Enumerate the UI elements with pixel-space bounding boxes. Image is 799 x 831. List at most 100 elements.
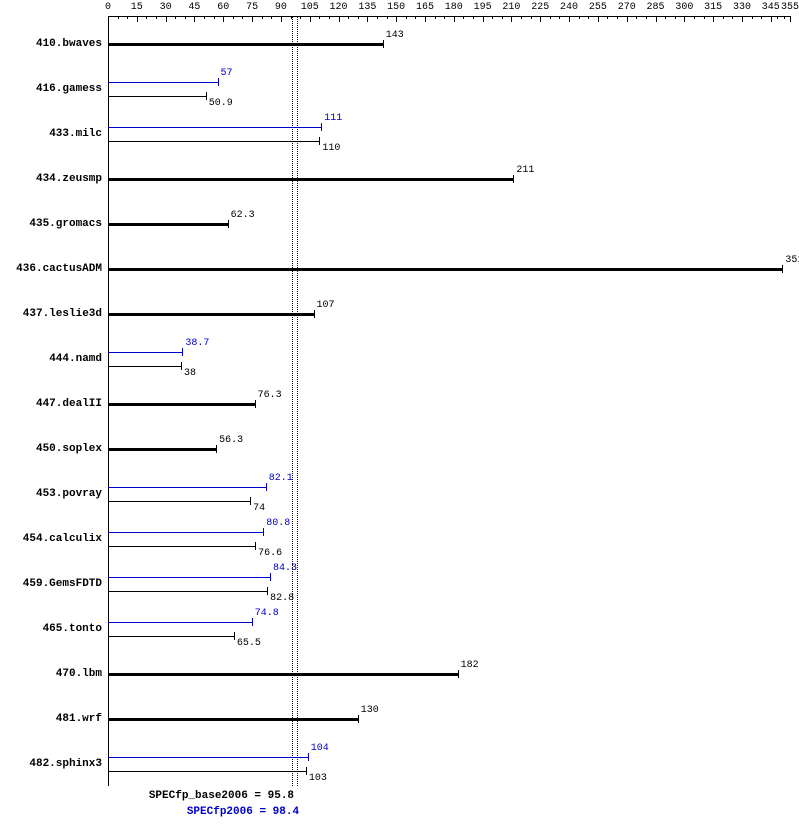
value-label-base: 130 xyxy=(361,705,379,716)
benchmark-label: 433.milc xyxy=(49,128,102,140)
benchmark-label: 481.wrf xyxy=(56,713,102,725)
benchmark-label: 465.tonto xyxy=(43,623,102,635)
x-tick-minor xyxy=(732,16,733,19)
bar-cap xyxy=(234,632,235,640)
x-tick-major xyxy=(713,16,714,22)
x-tick-label: 180 xyxy=(445,2,463,13)
bar-cap xyxy=(319,137,320,145)
bar-cap xyxy=(255,542,256,550)
bar-peak xyxy=(108,352,182,353)
bar-base xyxy=(108,673,458,676)
bar-peak xyxy=(108,487,266,488)
value-label-base: 56.3 xyxy=(219,435,243,446)
value-label-base: 62.3 xyxy=(231,210,255,221)
x-tick-major xyxy=(569,16,570,22)
x-tick-minor xyxy=(761,16,762,19)
bar-peak xyxy=(108,127,321,128)
x-tick-minor xyxy=(675,16,676,19)
bar-base xyxy=(108,591,267,592)
x-tick-minor xyxy=(444,16,445,19)
bar-cap xyxy=(255,400,256,408)
value-label-peak: 80.8 xyxy=(266,518,290,529)
row-tick xyxy=(108,488,109,500)
x-tick-major xyxy=(656,16,657,22)
value-label-base: 107 xyxy=(317,300,335,311)
bar-base xyxy=(108,636,234,637)
x-tick-minor xyxy=(723,16,724,19)
x-tick-minor xyxy=(704,16,705,19)
bar-base xyxy=(108,771,306,772)
x-tick-minor xyxy=(617,16,618,19)
x-tick-minor xyxy=(636,16,637,19)
bar-base xyxy=(108,141,319,142)
value-label-base: 76.3 xyxy=(258,390,282,401)
x-tick-minor xyxy=(377,16,378,19)
x-tick-major xyxy=(281,16,282,22)
x-tick-major xyxy=(339,16,340,22)
x-tick-minor xyxy=(156,16,157,19)
bar-base xyxy=(108,313,314,316)
x-tick-minor xyxy=(406,16,407,19)
bar-base xyxy=(108,501,250,502)
x-tick-minor xyxy=(463,16,464,19)
x-tick-minor xyxy=(387,16,388,19)
bar-cap xyxy=(182,348,183,356)
bar-peak xyxy=(108,82,218,83)
bar-base xyxy=(108,96,206,97)
ref-line-base xyxy=(292,16,294,786)
x-tick-label: 45 xyxy=(188,2,200,13)
bar-cap xyxy=(513,175,514,183)
x-tick-minor xyxy=(559,16,560,19)
value-label-peak: 82.1 xyxy=(269,473,293,484)
x-tick-minor xyxy=(415,16,416,19)
x-tick-major xyxy=(742,16,743,22)
value-label-base: 74 xyxy=(253,503,265,514)
x-tick-label: 165 xyxy=(416,2,434,13)
row-tick xyxy=(108,83,109,95)
x-tick-major xyxy=(540,16,541,22)
x-tick-minor xyxy=(242,16,243,19)
bar-cap xyxy=(263,528,264,536)
x-tick-minor xyxy=(777,16,778,19)
x-tick-label: 315 xyxy=(704,2,722,13)
x-tick-label: 60 xyxy=(217,2,229,13)
bar-base xyxy=(108,223,228,226)
x-tick-major xyxy=(137,16,138,22)
x-tick-label: 210 xyxy=(502,2,520,13)
x-tick-minor xyxy=(646,16,647,19)
x-tick-label: 330 xyxy=(733,2,751,13)
x-tick-minor xyxy=(146,16,147,19)
bar-cap xyxy=(266,483,267,491)
x-tick-label: 90 xyxy=(275,2,287,13)
x-tick-minor xyxy=(694,16,695,19)
x-tick-major xyxy=(511,16,512,22)
benchmark-label: 454.calculix xyxy=(23,533,102,545)
benchmark-label: 470.lbm xyxy=(56,668,102,680)
value-label-base: 211 xyxy=(516,165,534,176)
value-label-base: 65.5 xyxy=(237,638,261,649)
x-tick-minor xyxy=(127,16,128,19)
benchmark-label: 437.leslie3d xyxy=(23,308,102,320)
x-tick-minor xyxy=(502,16,503,19)
bar-base xyxy=(108,546,255,547)
row-tick xyxy=(108,533,109,545)
x-tick-minor xyxy=(752,16,753,19)
benchmark-label: 459.GemsFDTD xyxy=(23,578,102,590)
benchmark-label: 444.namd xyxy=(49,353,102,365)
bar-cap xyxy=(218,78,219,86)
x-tick-label: 285 xyxy=(647,2,665,13)
bar-base xyxy=(108,366,181,367)
value-label-base: 110 xyxy=(322,143,340,154)
x-tick-major xyxy=(194,16,195,22)
bar-cap xyxy=(782,265,783,273)
x-tick-label: 195 xyxy=(474,2,492,13)
value-label-peak: 57 xyxy=(221,68,233,79)
x-tick-minor xyxy=(607,16,608,19)
x-axis-line xyxy=(108,16,790,17)
bar-peak xyxy=(108,577,270,578)
row-tick xyxy=(108,353,109,365)
ref-line-peak xyxy=(297,16,299,786)
x-tick-major xyxy=(627,16,628,22)
bar-cap xyxy=(206,92,207,100)
x-tick-label: 75 xyxy=(246,2,258,13)
